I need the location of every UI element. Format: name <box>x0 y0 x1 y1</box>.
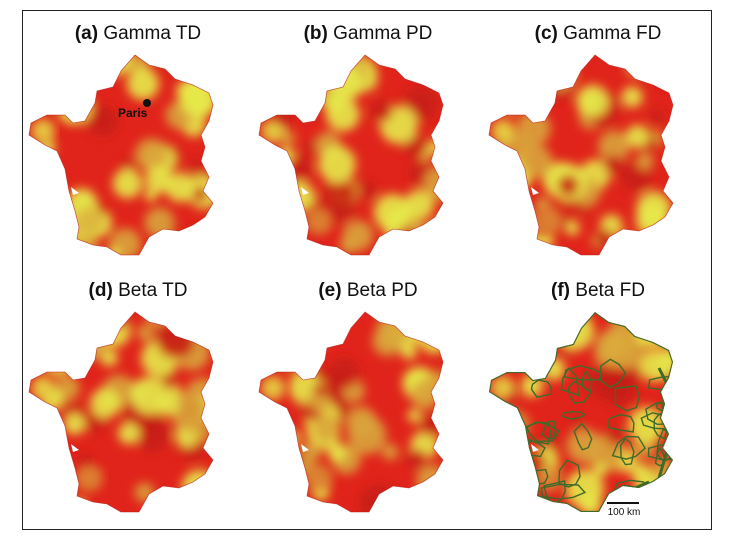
panel-title: (d) Beta TD <box>88 280 188 301</box>
france-map <box>28 311 214 513</box>
scale-bar-line <box>607 502 639 504</box>
france-map: Paris <box>28 54 214 256</box>
france-map <box>258 311 444 513</box>
value-surface <box>29 55 213 255</box>
france-map <box>258 54 444 256</box>
panel-title: (a) Gamma TD <box>74 23 202 44</box>
panel-title: (c) Gamma FD <box>534 23 662 44</box>
panel-title: (b) Gamma PD <box>303 23 433 44</box>
scale-bar-label: 100 km <box>607 507 641 518</box>
panel-a: (a) Gamma TD Paris <box>23 11 253 271</box>
figure-frame: (a) Gamma TD Paris (b) Gamma PD (c) Gamm… <box>22 10 712 530</box>
paris-marker: Paris <box>118 99 151 120</box>
panel-c: (c) Gamma FD <box>483 11 713 271</box>
france-map <box>489 312 673 512</box>
panel-title: (e) Beta PD <box>318 280 418 301</box>
value-surface <box>259 55 443 255</box>
panel-b: (b) Gamma PD <box>253 11 483 271</box>
scale-bar: 100 km <box>597 498 657 522</box>
value-surface <box>29 312 213 512</box>
panel-d: (d) Beta TD <box>23 268 253 528</box>
paris-label: Paris <box>118 106 148 120</box>
panel-f: (f) Beta FD <box>483 268 713 528</box>
panel-e: (e) Beta PD <box>253 268 483 528</box>
panel-title: (f) Beta FD <box>551 280 645 301</box>
value-surface <box>259 312 443 512</box>
value-surface <box>489 55 673 255</box>
value-surface <box>489 312 673 512</box>
france-map <box>488 54 674 256</box>
